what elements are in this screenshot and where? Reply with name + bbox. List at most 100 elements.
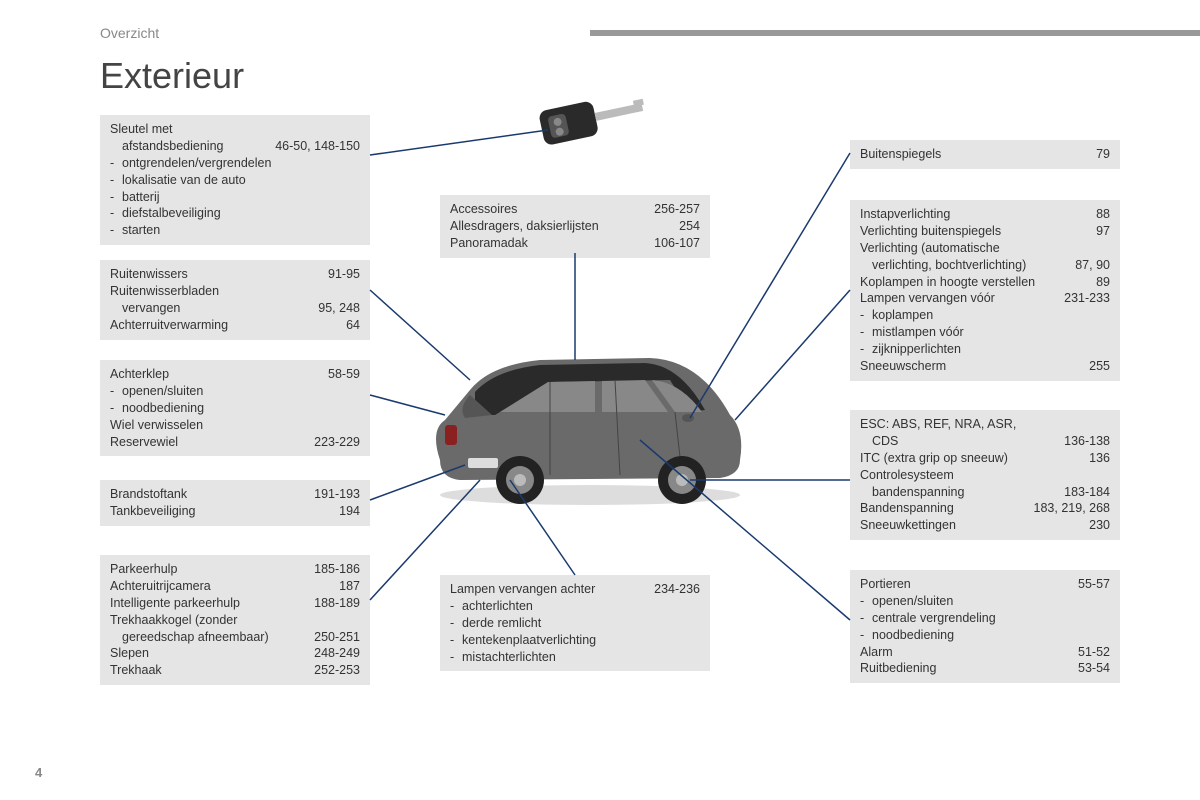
index-row: Wiel verwisselen	[110, 417, 360, 434]
index-row: Buitenspiegels 79	[860, 146, 1110, 163]
index-row: Reservewiel 223-229	[110, 434, 360, 451]
index-row: Achterruitverwarming64	[110, 317, 360, 334]
sub-item: noodbediening	[110, 400, 360, 417]
row-label: Sneeuwkettingen	[860, 517, 956, 534]
box-lighting: Instapverlichting88Verlichting buitenspi…	[850, 200, 1120, 381]
index-row: Alarm 51-52	[860, 644, 1110, 661]
sub-item: koplampen	[860, 307, 1110, 324]
row-label: Reservewiel	[110, 434, 178, 451]
row-page: 231-233	[1064, 290, 1110, 307]
sub-item: derde remlicht	[450, 615, 700, 632]
row-page: 64	[346, 317, 360, 334]
row-label: Intelligente parkeerhulp	[110, 595, 240, 612]
row-label: verlichting, bochtverlichting)	[860, 257, 1026, 274]
index-row: Verlichting (automatische	[860, 240, 1110, 257]
sub-item: achterlichten	[450, 598, 700, 615]
row-label: afstandsbediening	[110, 138, 223, 155]
row-page: 87, 90	[1075, 257, 1110, 274]
box-mirrors: Buitenspiegels 79	[850, 140, 1120, 169]
box-key: Sleutel metafstandsbediening46-50, 148-1…	[100, 115, 370, 245]
row-label: Verlichting buitenspiegels	[860, 223, 1001, 240]
row-label: Panoramadak	[450, 235, 528, 252]
row-label: Achterklep	[110, 366, 169, 383]
row-page: 51-52	[1078, 644, 1110, 661]
row-label: Alarm	[860, 644, 893, 661]
index-row: Ruitbediening53-54	[860, 660, 1110, 677]
row-page: 250-251	[314, 629, 360, 646]
row-label: Ruitenwissers	[110, 266, 188, 283]
row-label: Portieren	[860, 576, 911, 593]
box-parking: Parkeerhulp185-186Achteruitrijcamera187I…	[100, 555, 370, 685]
sub-item: mistlampen vóór	[860, 324, 1110, 341]
box-rear-lamps: Lampen vervangen achter234-236achterlich…	[440, 575, 710, 671]
row-label: ESC: ABS, REF, NRA, ASR,	[860, 416, 1016, 433]
index-row: Parkeerhulp185-186	[110, 561, 360, 578]
index-row: Instapverlichting 88	[860, 206, 1110, 223]
row-page: 256-257	[654, 201, 700, 218]
index-row: Achteruitrijcamera187	[110, 578, 360, 595]
row-page: 53-54	[1078, 660, 1110, 677]
row-label: Koplampen in hoogte verstellen	[860, 274, 1035, 291]
row-label: Allesdragers, daksierlijsten	[450, 218, 599, 235]
row-page: 191-193	[314, 486, 360, 503]
row-page: 223-229	[314, 434, 360, 451]
row-page: 89	[1096, 274, 1110, 291]
row-label: Trekhaakkogel (zonder	[110, 612, 237, 629]
row-label: Lampen vervangen achter	[450, 581, 595, 598]
row-label: Parkeerhulp	[110, 561, 177, 578]
row-page: 252-253	[314, 662, 360, 679]
index-row: Ruitenwisserbladen	[110, 283, 360, 300]
sub-item: batterij	[110, 189, 360, 206]
row-page: 248-249	[314, 645, 360, 662]
row-label: Buitenspiegels	[860, 146, 941, 163]
box-tailgate: Achterklep58-59openen/sluitennoodbedieni…	[100, 360, 370, 456]
index-row: Achterklep58-59	[110, 366, 360, 383]
index-row: Ruitenwissers 91-95	[110, 266, 360, 283]
row-page: 97	[1096, 223, 1110, 240]
index-row: Panoramadak 106-107	[450, 235, 700, 252]
index-row: Trekhaak 252-253	[110, 662, 360, 679]
row-page: 255	[1089, 358, 1110, 375]
row-label: Ruitenwisserbladen	[110, 283, 219, 300]
box-fuel: Brandstoftank191-193Tankbeveiliging194	[100, 480, 370, 526]
sub-item: openen/sluiten	[110, 383, 360, 400]
row-page: 79	[1096, 146, 1110, 163]
row-label: Trekhaak	[110, 662, 162, 679]
box-wipers: Ruitenwissers 91-95 Ruitenwisserbladenverv…	[100, 260, 370, 340]
car-illustration	[420, 330, 760, 510]
row-label: Accessoires	[450, 201, 517, 218]
row-page: 183-184	[1064, 484, 1110, 501]
section-label: Overzicht	[100, 25, 159, 41]
row-page: 46-50, 148-150	[275, 138, 360, 155]
index-row: ITC (extra grip op sneeuw)136	[860, 450, 1110, 467]
row-page: 194	[339, 503, 360, 520]
sub-item: lokalisatie van de auto	[110, 172, 360, 189]
index-row: Tankbeveiliging 194	[110, 503, 360, 520]
row-page: 91-95	[328, 266, 360, 283]
index-row: Verlichting buitenspiegels 97	[860, 223, 1110, 240]
sub-item: zijknipperlichten	[860, 341, 1110, 358]
index-row: afstandsbediening 46-50, 148-150	[110, 138, 360, 155]
row-page: 254	[679, 218, 700, 235]
row-page: 88	[1096, 206, 1110, 223]
row-label: Instapverlichting	[860, 206, 950, 223]
row-label: Tankbeveiliging	[110, 503, 195, 520]
index-row: Bandenspanning183, 219, 268	[860, 500, 1110, 517]
box-doors: Portieren55-57openen/sluitencentrale ver…	[850, 570, 1120, 683]
row-label: Verlichting (automatische	[860, 240, 1000, 257]
index-row: Lampen vervangen vóór231-233	[860, 290, 1110, 307]
index-row: ESC: ABS, REF, NRA, ASR,	[860, 416, 1110, 433]
box-accessories: Accessoires 256-257 Allesdragers, daksierl…	[440, 195, 710, 258]
index-row: Accessoires 256-257	[450, 201, 700, 218]
index-row: bandenspanning183-184	[860, 484, 1110, 501]
row-label: CDS	[860, 433, 898, 450]
key-fob-illustration	[530, 85, 660, 145]
row-page: 106-107	[654, 235, 700, 252]
row-label: Sneeuwscherm	[860, 358, 946, 375]
index-row: vervangen95, 248	[110, 300, 360, 317]
row-page: 95, 248	[318, 300, 360, 317]
sub-item: kentekenplaatverlichting	[450, 632, 700, 649]
page-title: Exterieur	[100, 55, 244, 97]
index-row: Koplampen in hoogte verstellen 89	[860, 274, 1110, 291]
index-row: gereedschap afneembaar)250-251	[110, 629, 360, 646]
